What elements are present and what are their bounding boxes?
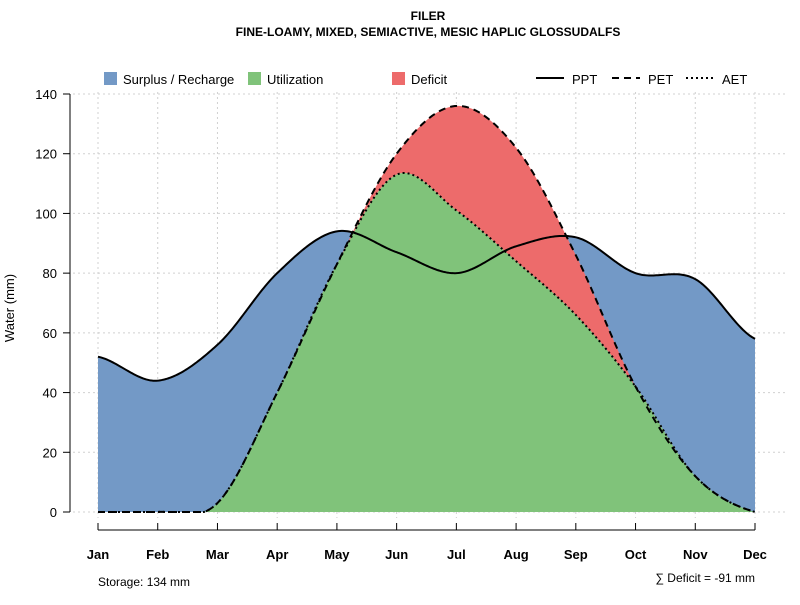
x-tick-label: Mar [206,547,229,562]
y-tick-label: 100 [35,206,57,221]
x-tick-label: Jun [385,547,408,562]
utilization-area [98,172,755,512]
legend-label: AET [722,72,747,87]
x-tick-label: Apr [266,547,288,562]
series-line-pet [98,104,756,513]
chart-subtitle: FINE-LOAMY, MIXED, SEMIACTIVE, MESIC HAP… [236,25,621,39]
y-tick-label: 0 [50,505,57,520]
axes: 0 20 40 60 80 100 120 140 Jan Feb Mar Apr May Jun Jul A… [35,87,767,562]
series-line-aet [98,171,756,513]
legend-swatch [104,72,117,85]
chart-title: FILER [411,9,446,23]
legend-label: PPT [572,72,597,87]
storage-text: Storage: 134 mm [98,575,190,589]
y-tick-label: 20 [43,445,57,460]
x-tick-label: Jan [87,547,109,562]
y-tick-label: 140 [35,87,57,102]
x-tick-label: Oct [625,547,647,562]
legend-label: Utilization [267,72,323,87]
x-tick-label: May [324,547,350,562]
legend-label: Deficit [411,72,448,87]
x-tick-label: Nov [683,547,708,562]
x-tick-label: Sep [564,547,588,562]
legend: Surplus / Recharge Utilization Deficit PPT P… [104,72,747,87]
y-tick-label: 60 [43,326,57,341]
y-tick-label: 40 [43,386,57,401]
x-tick-label: Jul [447,547,466,562]
y-tick-label: 120 [35,147,57,162]
area-fills [98,105,755,513]
series-lines [97,104,756,513]
x-tick-label: Dec [743,547,767,562]
legend-swatch [248,72,261,85]
legend-label: Surplus / Recharge [123,72,234,87]
series-line-ppt [97,229,756,382]
legend-swatch [392,72,405,85]
x-tick-label: Aug [503,547,528,562]
y-axis-label: Water (mm) [2,274,17,342]
y-tick-label: 80 [43,266,57,281]
x-tick-label: Feb [146,547,169,562]
deficit-text: ∑ Deficit = -91 mm [655,571,755,585]
legend-label: PET [648,72,673,87]
